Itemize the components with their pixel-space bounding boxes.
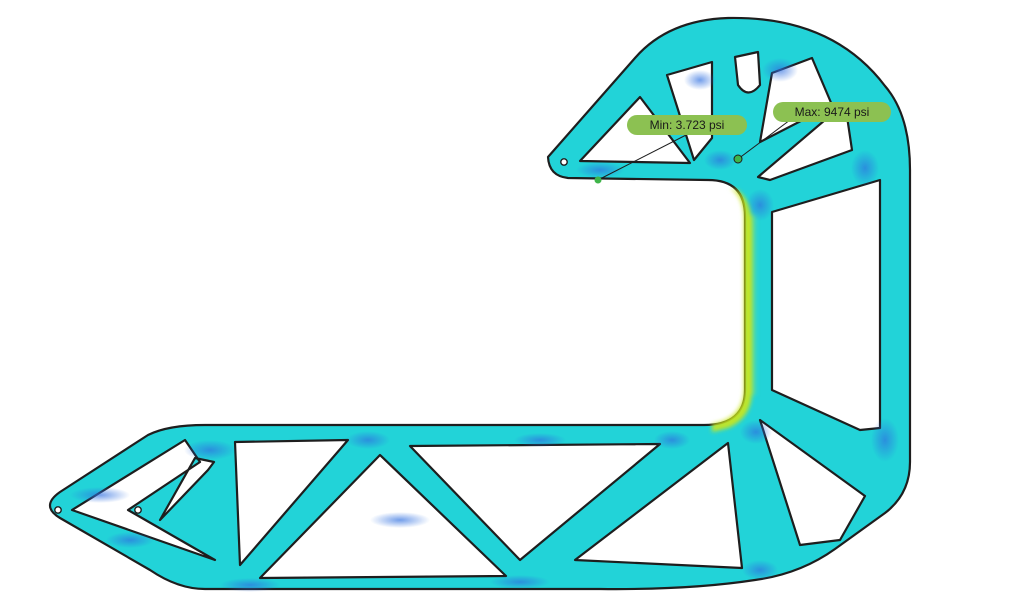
pin-hole-left-inner <box>134 506 142 514</box>
pin-hole-top <box>560 158 568 166</box>
high-stress-region <box>712 188 758 432</box>
min-probe-marker <box>594 176 602 184</box>
pin-hole-left-outer <box>54 506 62 514</box>
min-stress-label[interactable]: Min: 3.723 psi <box>627 115 747 135</box>
min-probe[interactable] <box>594 132 691 184</box>
max-probe-marker <box>733 154 743 164</box>
pin-holes <box>54 158 568 514</box>
max-probe[interactable] <box>733 119 791 164</box>
stress-contours <box>70 58 899 592</box>
max-stress-label[interactable]: Max: 9474 psi <box>773 102 891 122</box>
